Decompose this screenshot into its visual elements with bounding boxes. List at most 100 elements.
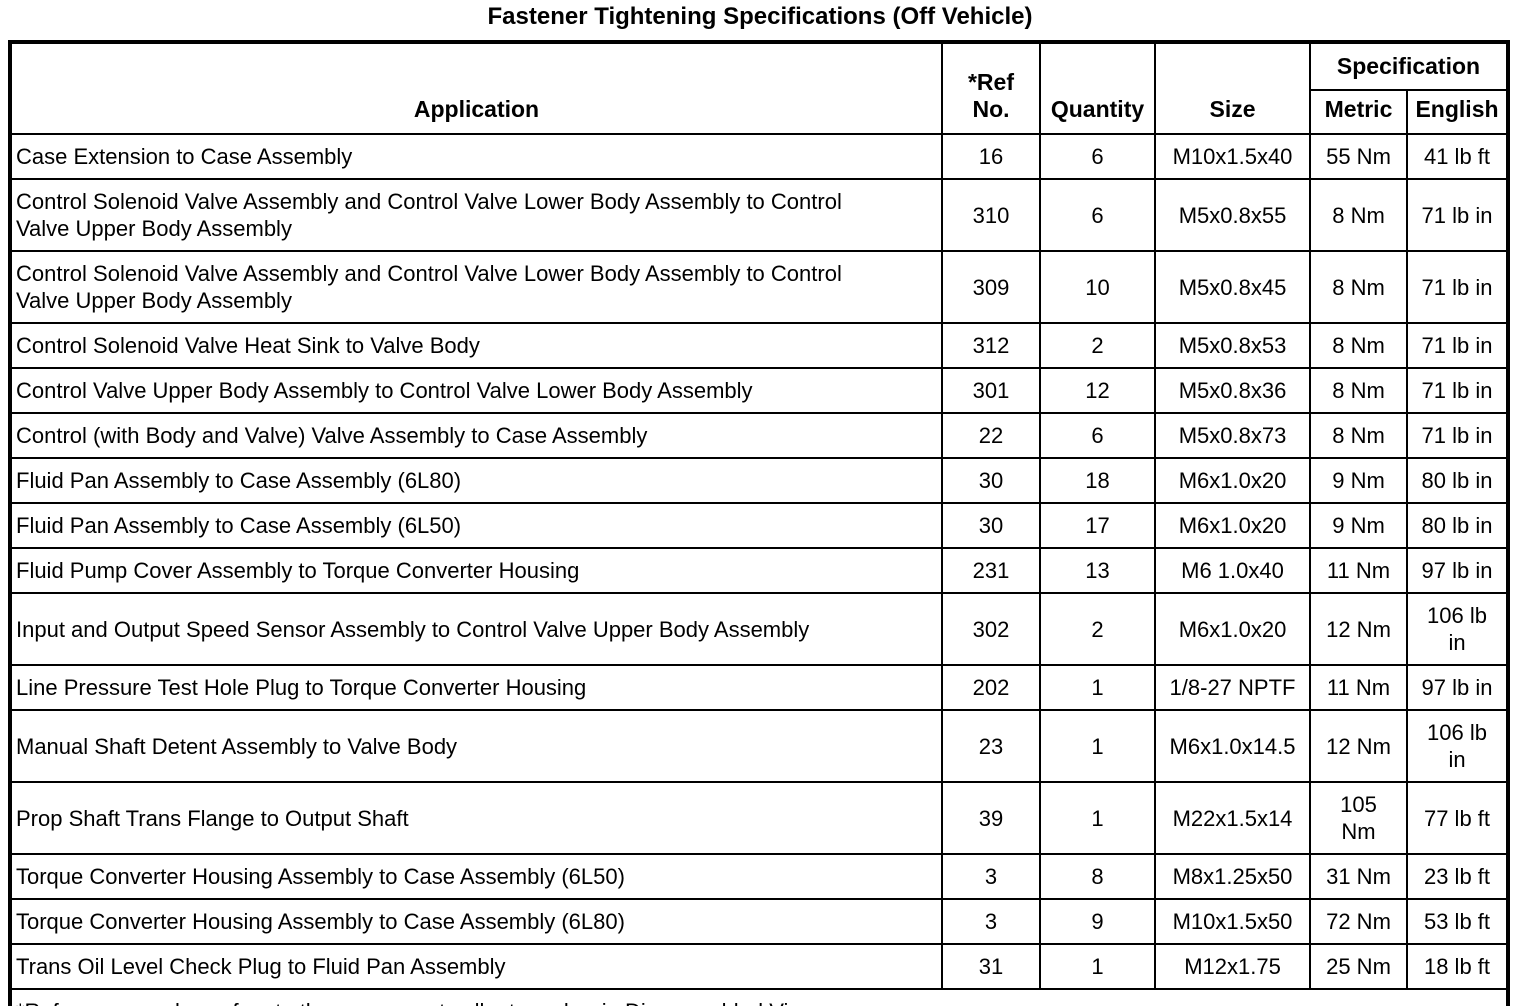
english-cell: 18 lb ft [1406, 943, 1509, 990]
quantity-cell: 1 [1039, 709, 1156, 783]
application-cell: Fluid Pan Assembly to Case Assembly (6L5… [9, 502, 943, 549]
table-row: Manual Shaft Detent Assembly to Valve Bo… [9, 709, 1509, 783]
english-cell: 71 lb in [1406, 322, 1509, 369]
quantity-cell: 13 [1039, 547, 1156, 594]
size-cell: M5x0.8x73 [1154, 412, 1311, 459]
metric-cell: 55 Nm [1309, 133, 1408, 180]
english-cell: 71 lb in [1406, 250, 1509, 324]
metric-cell: 8 Nm [1309, 412, 1408, 459]
column-header-ref-no: *Ref No. [941, 41, 1041, 135]
application-cell: Input and Output Speed Sensor Assembly t… [9, 592, 943, 666]
quantity-cell: 17 [1039, 502, 1156, 549]
metric-cell: 8 Nm [1309, 322, 1408, 369]
ref-no-cell: 231 [941, 547, 1041, 594]
table-row: Prop Shaft Trans Flange to Output Shaft … [9, 781, 1509, 855]
quantity-cell: 6 [1039, 133, 1156, 180]
quantity-cell: 1 [1039, 943, 1156, 990]
metric-cell: 31 Nm [1309, 853, 1408, 900]
english-cell: 106 lb in [1406, 592, 1509, 666]
metric-cell: 9 Nm [1309, 502, 1408, 549]
size-cell: M5x0.8x55 [1154, 178, 1311, 252]
ref-no-cell: 30 [941, 502, 1041, 549]
ref-no-cell: 30 [941, 457, 1041, 504]
table-row: Trans Oil Level Check Plug to Fluid Pan … [9, 943, 1509, 990]
english-cell: 80 lb in [1406, 502, 1509, 549]
table-footer: *Reference number refers to the componen… [9, 988, 1509, 1006]
table-row: Torque Converter Housing Assembly to Cas… [9, 898, 1509, 945]
ref-header-line1: *Ref [967, 69, 1014, 95]
size-cell: M6x1.0x20 [1154, 457, 1311, 504]
english-cell: 53 lb ft [1406, 898, 1509, 945]
size-cell: M22x1.5x14 [1154, 781, 1311, 855]
metric-cell: 25 Nm [1309, 943, 1408, 990]
metric-cell: 8 Nm [1309, 178, 1408, 252]
english-cell: 97 lb in [1406, 664, 1509, 711]
table-row: Line Pressure Test Hole Plug to Torque C… [9, 664, 1509, 711]
size-cell: 1/8-27 NPTF [1154, 664, 1311, 711]
quantity-cell: 8 [1039, 853, 1156, 900]
english-cell: 77 lb ft [1406, 781, 1509, 855]
page-title: Fastener Tightening Specifications (Off … [487, 3, 1033, 30]
column-header-quantity: Quantity [1039, 41, 1156, 135]
metric-cell: 8 Nm [1309, 250, 1408, 324]
size-cell: M8x1.25x50 [1154, 853, 1311, 900]
footnote-text: *Reference number refers to the componen… [9, 988, 1509, 1006]
application-cell: Case Extension to Case Assembly [9, 133, 943, 180]
english-cell: 41 lb ft [1406, 133, 1509, 180]
application-cell: Control Valve Upper Body Assembly to Con… [9, 367, 943, 414]
ref-no-cell: 16 [941, 133, 1041, 180]
ref-no-cell: 22 [941, 412, 1041, 459]
ref-no-cell: 23 [941, 709, 1041, 783]
metric-cell: 72 Nm [1309, 898, 1408, 945]
english-cell: 80 lb in [1406, 457, 1509, 504]
metric-cell: 8 Nm [1309, 367, 1408, 414]
quantity-cell: 9 [1039, 898, 1156, 945]
column-header-specification: Specification [1309, 41, 1509, 91]
metric-cell: 11 Nm [1309, 664, 1408, 711]
table-row: Control Solenoid Valve Assembly and Cont… [9, 178, 1509, 252]
application-cell: Prop Shaft Trans Flange to Output Shaft [9, 781, 943, 855]
size-cell: M12x1.75 [1154, 943, 1311, 990]
ref-header-line2: No. [972, 96, 1010, 122]
metric-cell: 9 Nm [1309, 457, 1408, 504]
ref-no-cell: 312 [941, 322, 1041, 369]
english-cell: 97 lb in [1406, 547, 1509, 594]
english-cell: 106 lb in [1406, 709, 1509, 783]
table-row: Control Valve Upper Body Assembly to Con… [9, 367, 1509, 414]
application-cell: Control Solenoid Valve Assembly and Cont… [9, 250, 943, 324]
size-cell: M6x1.0x20 [1154, 502, 1311, 549]
column-header-size: Size [1154, 41, 1311, 135]
quantity-cell: 10 [1039, 250, 1156, 324]
table-row: Case Extension to Case Assembly 16 6 M10… [9, 133, 1509, 180]
ref-no-cell: 309 [941, 250, 1041, 324]
application-cell: Torque Converter Housing Assembly to Cas… [9, 898, 943, 945]
table-row: Input and Output Speed Sensor Assembly t… [9, 592, 1509, 666]
size-cell: M5x0.8x36 [1154, 367, 1311, 414]
quantity-cell: 2 [1039, 322, 1156, 369]
table-row: Torque Converter Housing Assembly to Cas… [9, 853, 1509, 900]
size-cell: M10x1.5x50 [1154, 898, 1311, 945]
application-cell: Manual Shaft Detent Assembly to Valve Bo… [9, 709, 943, 783]
table-header: Application *Ref No. Quantity Size Speci… [9, 41, 1509, 135]
size-cell: M6x1.0x14.5 [1154, 709, 1311, 783]
application-cell: Torque Converter Housing Assembly to Cas… [9, 853, 943, 900]
fastener-spec-table: Application *Ref No. Quantity Size Speci… [8, 40, 1510, 1006]
english-cell: 71 lb in [1406, 178, 1509, 252]
english-cell: 23 lb ft [1406, 853, 1509, 900]
application-cell: Fluid Pan Assembly to Case Assembly (6L8… [9, 457, 943, 504]
ref-no-cell: 31 [941, 943, 1041, 990]
table-body: Case Extension to Case Assembly 16 6 M10… [9, 133, 1509, 990]
table-row: Control Solenoid Valve Assembly and Cont… [9, 250, 1509, 324]
metric-cell: 105 Nm [1309, 781, 1408, 855]
application-cell: Trans Oil Level Check Plug to Fluid Pan … [9, 943, 943, 990]
quantity-cell: 2 [1039, 592, 1156, 666]
table-row: Control (with Body and Valve) Valve Asse… [9, 412, 1509, 459]
ref-no-cell: 39 [941, 781, 1041, 855]
english-cell: 71 lb in [1406, 367, 1509, 414]
metric-cell: 12 Nm [1309, 709, 1408, 783]
ref-no-cell: 301 [941, 367, 1041, 414]
application-cell: Fluid Pump Cover Assembly to Torque Conv… [9, 547, 943, 594]
header-row-top: Application *Ref No. Quantity Size Speci… [9, 41, 1509, 135]
column-header-application: Application [9, 41, 943, 135]
column-header-english: English [1406, 89, 1509, 135]
